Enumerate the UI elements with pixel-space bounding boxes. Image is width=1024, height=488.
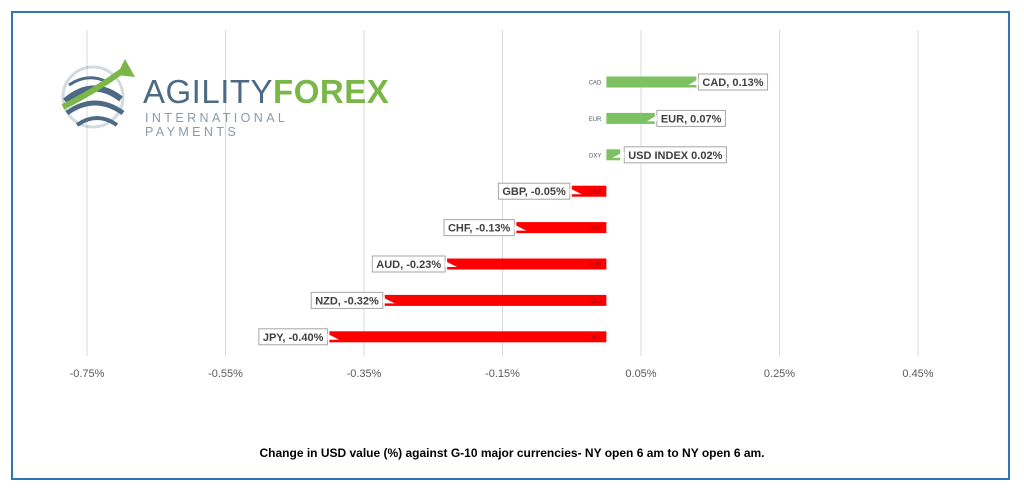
category-label: JPY <box>590 335 601 341</box>
category-label: EUR <box>589 117 602 123</box>
category-label: CAD <box>589 81 602 87</box>
data-label-pointer <box>382 297 395 304</box>
x-tick-label: 0.05% <box>625 368 656 380</box>
data-label: GBP, -0.05% <box>502 186 566 198</box>
category-label: GBP <box>589 190 602 196</box>
data-label-pointer <box>569 188 582 195</box>
chart-frame <box>11 11 1010 480</box>
data-label: NZD, -0.32% <box>315 295 379 307</box>
bar-chf <box>516 222 607 234</box>
chart-caption: Change in USD value (%) against G-10 maj… <box>259 446 765 460</box>
x-tick-label: -0.15% <box>485 368 520 380</box>
category-label: AUD <box>589 263 602 269</box>
agility-forex-logo: AGILITYFOREX INTERNATIONAL PAYMENTS <box>55 55 389 145</box>
category-label: CHF <box>589 226 602 232</box>
data-label: JPY, -0.40% <box>263 332 324 344</box>
bar-nzd <box>384 294 607 306</box>
data-label-pointer <box>612 151 625 158</box>
x-tick-label: -0.75% <box>70 368 105 380</box>
data-label-pointer <box>646 115 657 122</box>
x-tick-label: 0.25% <box>764 368 795 380</box>
bar-cad <box>606 76 697 88</box>
x-tick-label: -0.55% <box>208 368 243 380</box>
data-label: AUD, -0.23% <box>376 259 441 271</box>
category-label: NZD <box>589 299 602 305</box>
data-label: CAD, 0.13% <box>702 77 763 89</box>
globe-arrow-icon <box>61 59 135 129</box>
data-label: EUR, 0.07% <box>661 113 722 125</box>
logo-tagline: INTERNATIONAL PAYMENTS <box>145 111 288 139</box>
data-label-pointer <box>514 224 527 231</box>
logo-wordmark: AGILITYFOREX <box>143 73 390 110</box>
data-label-pointer <box>445 261 458 267</box>
bar-jpy <box>329 331 607 343</box>
bar-eur <box>606 112 655 124</box>
x-tick-label: 0.45% <box>902 368 933 380</box>
data-label: USD INDEX 0.02% <box>628 150 722 162</box>
category-label: DXY <box>589 153 601 159</box>
bar-gbp <box>571 185 607 197</box>
data-label: CHF, -0.13% <box>448 223 511 235</box>
bar-dxy <box>606 149 621 161</box>
data-label-pointer <box>688 79 699 85</box>
x-tick-label: -0.35% <box>347 368 382 380</box>
bar-aud <box>447 258 607 270</box>
data-label-pointer <box>327 333 340 340</box>
